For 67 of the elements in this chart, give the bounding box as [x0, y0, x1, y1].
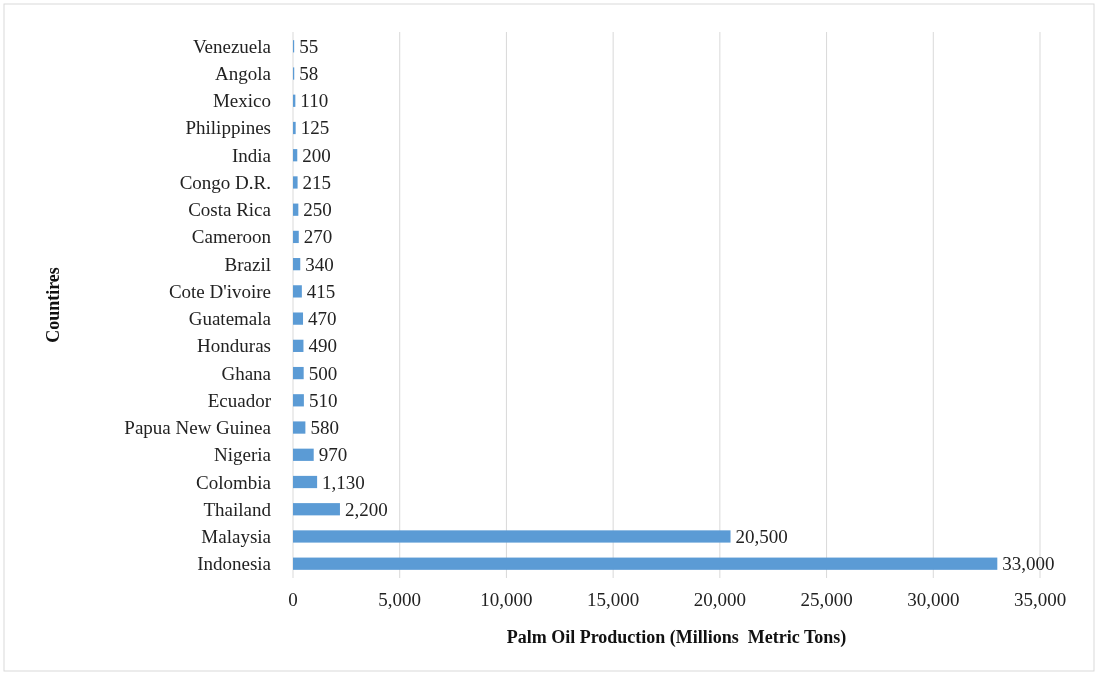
x-tick-label: 20,000: [693, 589, 746, 610]
bar: [293, 530, 731, 543]
data-label: 250: [303, 199, 332, 221]
bar: [293, 475, 318, 489]
data-label: 200: [302, 144, 331, 166]
bar: [293, 285, 302, 298]
y-tick-label: Indonesia: [197, 553, 272, 575]
bar: [293, 149, 298, 162]
bar: [293, 312, 304, 325]
x-tick-label: 30,000: [907, 589, 960, 610]
bar: [293, 176, 298, 189]
y-tick-label: Philippines: [185, 117, 271, 139]
bar: [293, 421, 306, 434]
data-label: 270: [303, 226, 333, 248]
y-axis-title: Countires: [43, 267, 63, 343]
y-tick-label: Cote D'ivoire: [168, 280, 271, 302]
data-label: 55: [299, 35, 319, 57]
bar: [293, 503, 340, 516]
data-label: 58: [299, 63, 319, 85]
y-tick-label: Ghana: [221, 362, 272, 384]
data-label: 2,200: [344, 498, 388, 520]
data-label: 125: [300, 117, 330, 139]
bar: [293, 121, 296, 135]
x-tick-label: 25,000: [800, 589, 853, 610]
x-tick-label: 10,000: [480, 589, 533, 610]
bar: [293, 366, 304, 380]
data-label: 33,000: [1002, 553, 1055, 575]
data-label: 490: [308, 335, 337, 357]
bar: [293, 203, 299, 216]
x-tick-label: 0: [288, 589, 298, 610]
x-tick-label: 5,000: [378, 589, 422, 610]
y-tick-label: Nigeria: [214, 444, 272, 466]
data-label: 340: [305, 253, 334, 275]
y-tick-label: Thailand: [203, 498, 272, 520]
y-tick-label: Mexico: [212, 90, 271, 112]
y-tick-label: Papua New Guinea: [124, 417, 272, 439]
data-label: 510: [308, 389, 338, 411]
x-tick-label: 35,000: [1013, 589, 1067, 610]
y-tick-label: Ecuador: [207, 389, 272, 411]
y-tick-label: Costa Rica: [188, 199, 272, 221]
y-tick-label: Malaysia: [201, 525, 272, 547]
y-tick-label: Guatemala: [188, 308, 272, 330]
bar: [293, 339, 304, 352]
y-tick-label: India: [231, 144, 272, 166]
data-label: 1,130: [322, 471, 365, 493]
x-axis-title: Palm Oil Production (Millions Metric Tons): [506, 627, 847, 648]
data-label: 500: [308, 362, 338, 384]
x-tick-label: 15,000: [587, 589, 640, 610]
bar: [293, 557, 998, 570]
data-label: 415: [306, 280, 336, 302]
data-label: 110: [300, 90, 329, 112]
bar: [293, 448, 314, 461]
y-tick-label: Venezuela: [192, 35, 272, 57]
data-label: 470: [308, 308, 337, 330]
y-tick-label: Colombia: [196, 471, 272, 493]
y-tick-label: Honduras: [197, 335, 271, 357]
y-tick-label: Congo D.R.: [179, 171, 271, 193]
data-label: 580: [310, 417, 339, 439]
bar: [293, 394, 304, 407]
y-tick-label: Brazil: [224, 253, 271, 275]
bar: [293, 230, 299, 244]
data-label: 20,500: [735, 525, 788, 547]
data-label: 970: [318, 444, 348, 466]
y-tick-label: Angola: [215, 63, 272, 85]
data-label: 215: [302, 171, 332, 193]
bar: [293, 258, 301, 271]
y-tick-label: Cameroon: [191, 226, 272, 248]
